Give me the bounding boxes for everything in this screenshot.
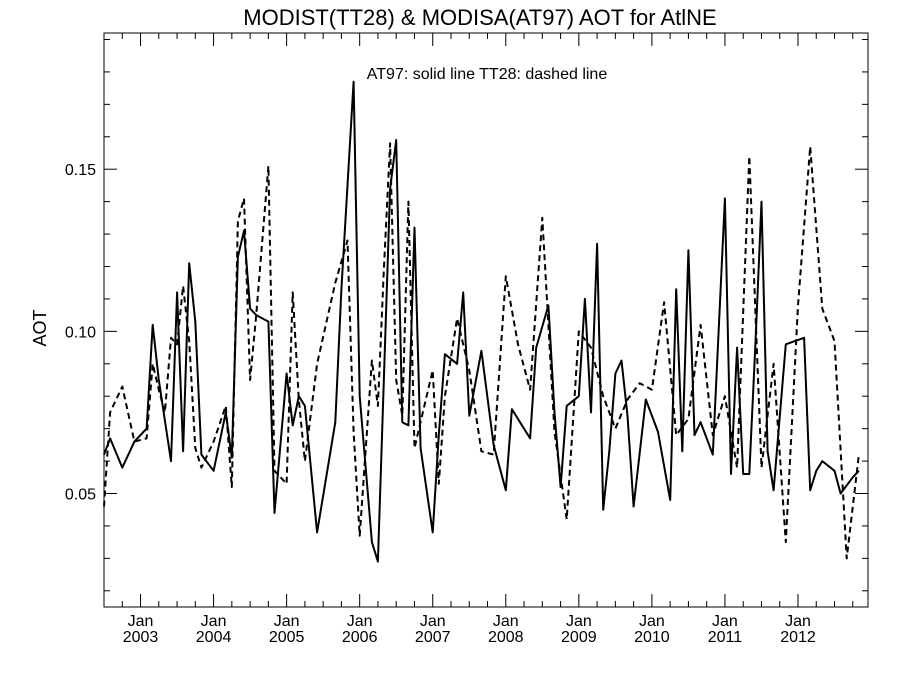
legend-annotation: AT97: solid line TT28: dashed line [367,66,608,83]
x-axis: Jan2003Jan2004Jan2005Jan2006Jan2007Jan20… [103,33,854,646]
y-axis: 0.05 0.10 0.15 [65,38,868,592]
x-tick-label-year: 2008 [488,629,524,646]
x-tick-label-month: Jan [639,613,665,630]
x-tick-label-year: 2006 [342,629,378,646]
series-line-at97 [103,80,860,563]
x-tick-label-month: Jan [128,613,154,630]
x-tick-label-month: Jan [274,613,300,630]
x-tick-label-year: 2011 [708,629,743,646]
plot-frame [103,32,869,608]
x-tick-label-month: Jan [785,613,811,630]
x-tick-label-month: Jan [420,613,446,630]
x-tick-label-month: Jan [201,613,227,630]
x-tick-label-year: 2009 [561,629,597,646]
series-line-tt28 [103,142,860,560]
y-tick-label: 0.10 [65,324,96,341]
x-tick-label-year: 2004 [196,629,232,646]
x-tick-label-year: 2012 [780,629,816,646]
x-tick-label-year: 2005 [269,629,305,646]
x-tick-label-year: 2007 [415,629,451,646]
x-tick-label-month: Jan [347,613,373,630]
x-tick-label-year: 2003 [123,629,159,646]
y-tick-label: 0.15 [65,162,96,179]
x-tick-label-year: 2010 [634,629,670,646]
x-tick-label-month: Jan [566,613,592,630]
x-tick-label-month: Jan [493,613,519,630]
series-layer [103,80,860,563]
x-tick-label-month: Jan [712,613,738,630]
y-tick-label: 0.05 [65,486,96,503]
y-axis-label: AOT [30,309,50,346]
chart-title: MODIST(TT28) & MODISA(AT97) AOT for AtlN… [243,5,716,30]
